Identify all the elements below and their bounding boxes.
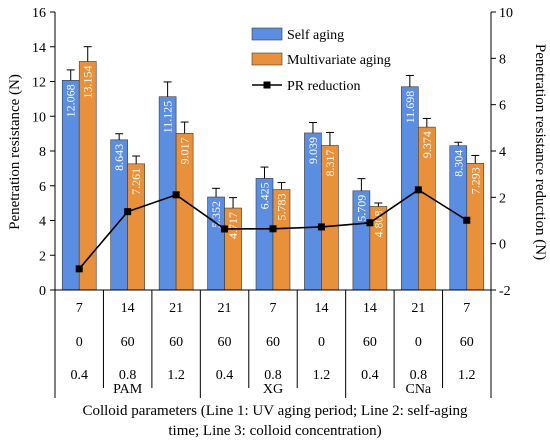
category-row-2-label: 60 <box>266 335 280 350</box>
y2-tick-label: 10 <box>499 6 513 21</box>
category-row-2-label: 60 <box>169 335 183 350</box>
bar-value-label: 5.783 <box>275 194 289 221</box>
bar-value-label: 5.709 <box>354 195 368 222</box>
axis-titles: Penetration resistance (N) Penetration r… <box>7 44 548 439</box>
y2-axis-title: Penetration resistance reduction (N) <box>532 44 548 260</box>
pr-reduction-point <box>75 265 83 273</box>
category-row-3-label: 0.8 <box>264 368 282 383</box>
pr-reduction-point <box>317 223 325 231</box>
pr-reduction-point <box>172 191 180 199</box>
category-row-2-label: 0 <box>415 335 422 350</box>
category-row-2-label: 60 <box>218 335 232 350</box>
pr-reduction-point <box>124 208 132 216</box>
pr-reduction-point <box>414 186 422 194</box>
y-tick-label: 0 <box>39 284 46 299</box>
legend-label-pr-reduction: PR reduction <box>287 79 361 94</box>
category-row-1-label: 21 <box>411 301 425 316</box>
y-tick-label: 2 <box>39 249 46 264</box>
y-tick-label: 8 <box>39 145 46 160</box>
y-tick-label: 16 <box>32 6 46 21</box>
category-row-3-label: 1.2 <box>458 368 476 383</box>
bar-value-label: 8.643 <box>112 144 126 171</box>
category-row-2-label: 0 <box>76 335 83 350</box>
x-axis-title-line-1: Colloid parameters (Line 1: UV aging per… <box>82 403 468 419</box>
category-row-3-label: 0.4 <box>361 368 379 383</box>
pr-reduction-point <box>366 219 374 227</box>
category-row-3-label: 0.4 <box>216 368 234 383</box>
category-row-3-label: 1.2 <box>313 368 331 383</box>
bar-value-label: 4.808 <box>371 210 385 237</box>
pr-reduction-point <box>463 216 471 224</box>
category-row-3-label: 0.8 <box>119 368 137 383</box>
group-label: CNa <box>405 382 431 397</box>
y2-tick-label: -2 <box>499 284 511 299</box>
plot-area: 12.068 8.643 11.125 5.352 6.425 9.039 5.709 11.… <box>61 46 485 291</box>
bar-value-label: 5.352 <box>209 201 223 228</box>
y-axis-title: Penetration resistance (N) <box>7 74 23 230</box>
category-row-3-label: 0.4 <box>70 368 88 383</box>
category-row-2-label: 60 <box>363 335 377 350</box>
category-row-1-label: 21 <box>169 301 183 316</box>
legend-label-self-aging: Self aging <box>287 28 344 43</box>
y2-tick-label: 0 <box>499 238 506 253</box>
axes: 0 2 4 6 8 10 12 14 16 -2 0 2 4 6 8 10 <box>32 6 513 299</box>
y-tick-label: 6 <box>39 180 46 195</box>
y-tick-label: 14 <box>32 41 46 56</box>
legend-swatch-multivariate-aging <box>251 52 283 66</box>
category-row-1-label: 14 <box>121 301 135 316</box>
y2-tick-label: 4 <box>499 145 506 160</box>
bar-value-label: 9.017 <box>178 137 192 164</box>
bar-value-label: 9.374 <box>420 131 434 158</box>
legend-label-multivariate-aging: Multivariate aging <box>287 53 391 68</box>
y-tick-label: 10 <box>32 110 46 125</box>
category-row-3-label: 0.8 <box>410 368 428 383</box>
bar-value-label: 11.125 <box>161 101 175 134</box>
category-row-1-label: 7 <box>270 301 277 316</box>
category-row-3-label: 1.2 <box>167 368 185 383</box>
bar-value-label: 6.425 <box>258 182 272 209</box>
bar-value-label: 12.068 <box>64 84 78 117</box>
group-label: XG <box>263 382 283 397</box>
category-row-1-label: 7 <box>463 301 470 316</box>
y2-tick-label: 2 <box>499 191 506 206</box>
pr-reduction-point <box>221 225 229 233</box>
legend-marker-pr-reduction <box>263 81 271 89</box>
bar-value-label: 7.261 <box>129 168 143 195</box>
bar-value-label: 8.317 <box>323 149 337 176</box>
x-axis-title-line-2: time; Line 3: colloid concentration) <box>168 423 381 439</box>
y2-tick-label: 8 <box>499 52 506 67</box>
bar-value-label: 7.293 <box>468 167 482 194</box>
category-row-2-label: 60 <box>460 335 474 350</box>
category-table: 7 14 21 21 7 14 14 21 7 0 60 60 60 60 0 60 0 60 0.4 0.8 1.2 0… <box>54 290 492 398</box>
bar-value-label: 13.154 <box>81 65 95 98</box>
bar-value-label: 8.304 <box>451 150 465 177</box>
bar-value-label: 9.039 <box>306 137 320 164</box>
y-tick-label: 12 <box>32 76 46 91</box>
y-tick-label: 4 <box>39 215 46 230</box>
legend: Self aging Multivariate aging PR reduction <box>251 27 391 94</box>
category-row-2-label: 60 <box>121 335 135 350</box>
category-row-1-label: 14 <box>363 301 377 316</box>
bar-value-label: 11.698 <box>403 91 417 124</box>
y2-tick-label: 6 <box>499 99 506 114</box>
category-row-1-label: 21 <box>218 301 232 316</box>
group-label: PAM <box>113 382 143 397</box>
legend-swatch-self-aging <box>251 27 283 41</box>
category-row-1-label: 7 <box>76 301 83 316</box>
bar-value-label: 4.717 <box>226 212 240 239</box>
pr-reduction-point <box>269 225 277 233</box>
category-row-1-label: 14 <box>314 301 328 316</box>
category-row-2-label: 0 <box>318 335 325 350</box>
